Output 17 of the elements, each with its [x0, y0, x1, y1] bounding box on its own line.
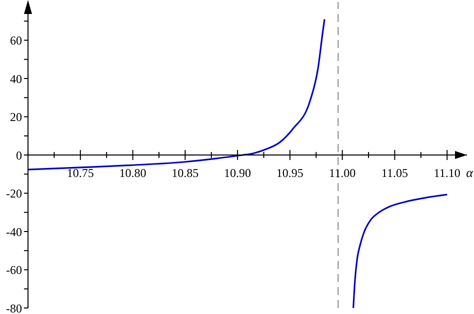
y-tick-label: -60 — [6, 263, 22, 278]
y-tick-label: 40 — [10, 72, 22, 86]
x-tick-label: 10.95 — [276, 166, 304, 180]
y-tick-label: 0 — [16, 148, 22, 162]
y-tick-label: 20 — [10, 110, 22, 124]
x-tick-label: 10.80 — [119, 166, 146, 180]
y-tick-label: -20 — [6, 186, 22, 201]
x-tick-label: 10.85 — [172, 166, 199, 180]
x-tick-label: 11.10 — [434, 166, 460, 180]
x-tick-label: 11.05 — [381, 166, 408, 180]
x-tick-label: 11.00 — [329, 166, 356, 180]
y-tick-label: -80 — [6, 301, 22, 314]
y-tick-label: 60 — [10, 34, 22, 48]
x-tick-label: 10.75 — [66, 166, 94, 180]
x-tick-label: 10.90 — [224, 166, 252, 180]
x-axis-title: α — [466, 165, 474, 180]
y-tick-label: -40 — [6, 224, 22, 239]
